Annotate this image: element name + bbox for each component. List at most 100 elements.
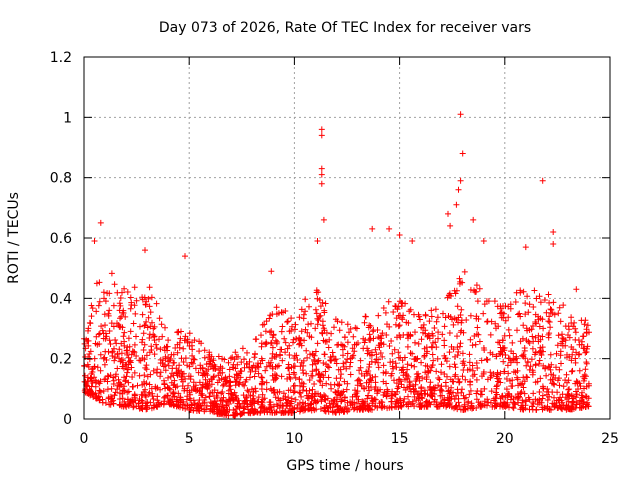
data-point (406, 385, 413, 392)
data-point (162, 385, 169, 392)
data-point (321, 351, 328, 358)
data-point (402, 370, 409, 377)
data-point (435, 375, 442, 381)
data-point (522, 311, 529, 318)
data-point (157, 386, 164, 393)
data-point (455, 395, 462, 402)
data-point (244, 387, 251, 394)
data-point (377, 386, 384, 393)
data-point (267, 385, 274, 392)
data-point (340, 352, 346, 359)
data-point (156, 315, 163, 322)
data-point (397, 312, 404, 319)
data-point (519, 335, 526, 342)
data-point (573, 286, 580, 293)
data-point (383, 393, 390, 400)
data-point (241, 356, 247, 363)
data-point (226, 373, 233, 380)
data-point (502, 317, 509, 324)
data-point (499, 337, 506, 344)
data-point (457, 177, 464, 184)
x-tick-label: 0 (80, 431, 89, 447)
data-point (173, 370, 180, 377)
data-point (372, 373, 379, 380)
data-point (405, 393, 411, 400)
data-point (521, 390, 528, 397)
data-point (336, 406, 342, 413)
chart-title: Day 073 of 2026, Rate Of TEC Index for r… (159, 20, 531, 36)
data-point (214, 379, 221, 386)
data-point (111, 392, 118, 399)
data-point (89, 391, 95, 398)
data-point (361, 372, 368, 379)
data-point (258, 374, 265, 381)
data-point (517, 287, 524, 294)
data-point (532, 349, 539, 356)
data-point (481, 385, 488, 392)
data-point (318, 132, 325, 139)
data-point (272, 337, 279, 344)
data-point (400, 372, 407, 379)
data-point (509, 377, 516, 384)
data-point (106, 290, 113, 297)
data-point (572, 380, 579, 387)
data-point (236, 381, 243, 388)
data-point (221, 381, 227, 388)
data-point (290, 339, 296, 346)
data-point (148, 294, 155, 301)
data-point (174, 349, 181, 356)
data-point (325, 374, 332, 381)
data-point (288, 315, 295, 322)
data-point (533, 295, 540, 302)
data-point (190, 397, 197, 404)
data-point (556, 366, 563, 373)
data-point (470, 405, 477, 411)
data-point (563, 371, 570, 378)
data-point (284, 375, 291, 382)
data-point (133, 297, 140, 304)
data-point (401, 384, 407, 391)
data-point (259, 357, 266, 364)
data-point (259, 391, 266, 398)
data-point (479, 373, 485, 380)
data-point (546, 406, 553, 413)
data-point (142, 364, 149, 371)
data-point (220, 397, 226, 404)
data-point (573, 394, 579, 401)
data-point (350, 333, 357, 340)
data-point (100, 289, 107, 296)
data-point (162, 367, 169, 374)
data-point (148, 343, 155, 350)
data-point (279, 323, 286, 330)
data-point (298, 379, 305, 386)
data-point (211, 398, 218, 405)
data-point (109, 349, 116, 356)
data-point (459, 150, 466, 157)
data-point (344, 356, 351, 363)
data-point (411, 403, 418, 410)
data-point (162, 324, 168, 331)
data-point (441, 371, 448, 377)
data-point (338, 396, 345, 403)
data-point (476, 338, 483, 345)
data-point (336, 327, 343, 334)
data-point (143, 298, 150, 305)
data-point (404, 400, 411, 407)
data-point (131, 284, 138, 291)
data-point (206, 393, 213, 400)
data-point (351, 404, 358, 411)
data-point (312, 306, 319, 313)
data-point (383, 332, 390, 338)
data-point (204, 384, 211, 391)
data-point (524, 358, 531, 365)
data-point (180, 378, 186, 385)
data-point (285, 387, 292, 394)
data-point (394, 306, 401, 313)
data-point (338, 319, 345, 326)
data-point (355, 376, 362, 383)
data-point (108, 270, 115, 277)
data-point (495, 339, 501, 346)
data-point (140, 330, 147, 337)
data-point (455, 348, 462, 355)
